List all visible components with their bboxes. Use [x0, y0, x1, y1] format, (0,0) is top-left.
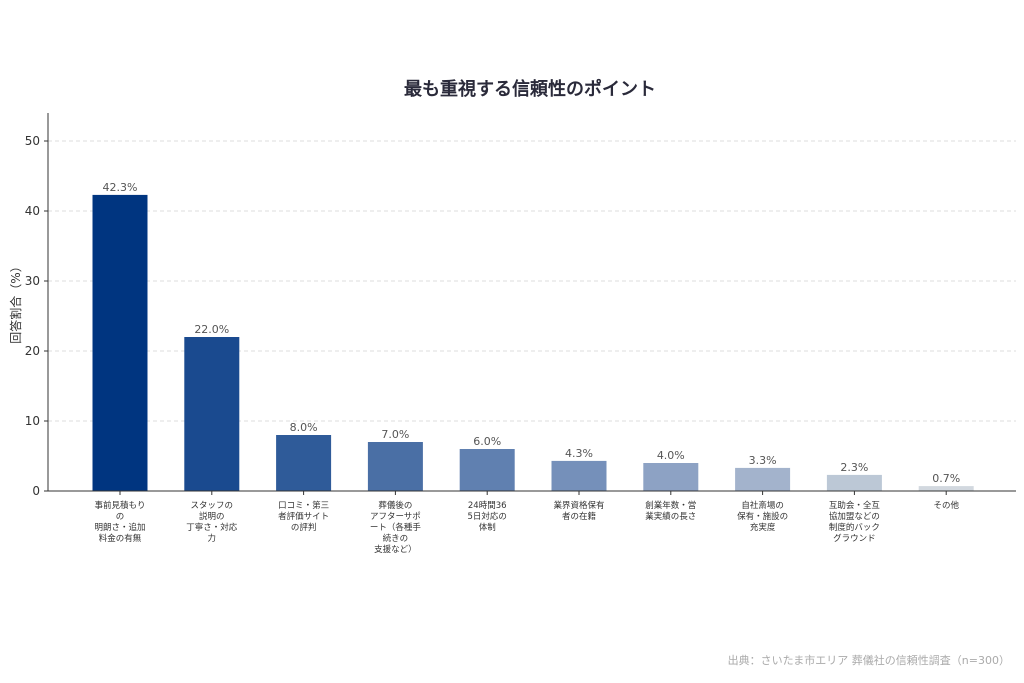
category-label: 口コミ・第三者評価サイトの評判: [278, 500, 329, 533]
category-label-line: 創業年数・営: [645, 500, 696, 511]
category-label-line: 丁寧さ・対応: [186, 522, 238, 533]
category-label-line: 説明の: [199, 511, 225, 522]
category-label: 業界資格保有者の在籍: [553, 500, 604, 522]
category-label-line: 協加盟などの: [829, 511, 880, 522]
value-label: 3.3%: [749, 454, 777, 467]
category-label-line: 24時間36: [468, 501, 507, 511]
y-axis-label: 回答割合（%）: [8, 260, 23, 343]
category-label-line: 者の在籍: [562, 511, 596, 522]
category-label-line: 互助会・全互: [829, 500, 881, 511]
category-label-line: 力: [208, 533, 217, 544]
category-label-line: グラウンド: [833, 533, 876, 544]
bar: [551, 460, 607, 491]
value-label: 22.0%: [194, 323, 229, 336]
category-label-line: スタッフの: [191, 501, 234, 511]
y-tick-label: 30: [25, 274, 40, 288]
category-labels: 事前見積もりの明朗さ・追加料金の有無スタッフの説明の丁寧さ・対応力口コミ・第三者…: [94, 491, 959, 555]
value-label: 0.7%: [932, 472, 960, 485]
bar: [735, 467, 791, 491]
category-label: 24時間36 5日対応の体制: [467, 501, 506, 533]
category-label-line: 制度的バック: [829, 522, 880, 533]
category-label-line: 体制: [479, 522, 496, 533]
chart-title: 最も重視する信頼性のポイント: [404, 78, 656, 100]
category-label-line: 5日対応の: [467, 511, 506, 522]
bar: [92, 194, 148, 491]
category-label-line: 明朗さ・追加: [94, 522, 145, 533]
y-tick-label: 0: [32, 484, 40, 498]
value-label: 8.0%: [290, 421, 318, 434]
category-label-line: の: [116, 512, 125, 522]
category-label-line: その他: [933, 500, 959, 511]
category-label-line: 事前見積もり: [94, 500, 145, 511]
category-label: その他: [933, 500, 959, 511]
category-label-line: 口コミ・第三: [278, 500, 329, 511]
category-label-line: の評判: [291, 522, 317, 533]
value-label: 42.3%: [103, 181, 138, 194]
y-tick-label: 40: [25, 204, 40, 218]
y-tick-label: 20: [25, 344, 40, 358]
category-label: 互助会・全互協加盟などの制度的バックグラウンド: [829, 500, 881, 544]
category-label: 自社斎場の保有・施設の充実度: [737, 500, 788, 533]
category-label-line: アフターサポ: [370, 512, 421, 522]
value-label: 2.3%: [840, 461, 868, 474]
value-labels: 42.3% 22.0% 8.0% 7.0% 6.0% 4.3% 4.0% 3.3% 2.3% 0.…: [103, 181, 961, 485]
value-label: 7.0%: [381, 428, 409, 441]
bar: [276, 435, 332, 491]
category-label-line: ート（各種手: [370, 522, 422, 533]
category-label-line: 続きの: [383, 533, 409, 544]
category-label-line: 充実度: [750, 522, 776, 533]
category-label-line: 葬儀後の: [378, 500, 412, 511]
bar: [184, 337, 240, 491]
bar: [367, 442, 423, 491]
source-note: 出典：さいたま市エリア 葬儀社の信頼性調査（n=300）: [728, 653, 1010, 667]
category-label-line: 自社斎場の: [741, 500, 784, 511]
category-label-line: 料金の有無: [99, 533, 142, 544]
y-ticks: 0 10 20 30 40 50: [25, 134, 48, 498]
category-label-line: 業界資格保有: [553, 500, 604, 511]
bar: [643, 463, 699, 491]
bars: [92, 194, 974, 491]
y-tick-label: 50: [25, 134, 40, 148]
value-label: 4.0%: [657, 449, 685, 462]
category-label: 葬儀後のアフターサポート（各種手続きの支援など）: [370, 500, 422, 555]
bar: [826, 474, 882, 491]
bar: [459, 449, 515, 491]
category-label-line: 支援など）: [374, 544, 417, 555]
value-label: 6.0%: [473, 435, 501, 448]
category-label-line: 業実績の長さ: [645, 511, 696, 522]
category-label: スタッフの説明の丁寧さ・対応力: [186, 501, 238, 544]
category-label: 創業年数・営業実績の長さ: [645, 500, 696, 522]
category-label-line: 保有・施設の: [737, 511, 788, 522]
y-tick-label: 10: [25, 414, 40, 428]
category-label: 事前見積もりの明朗さ・追加料金の有無: [94, 500, 145, 544]
value-label: 4.3%: [565, 447, 593, 460]
category-label-line: 者評価サイト: [278, 511, 329, 522]
bar: [918, 486, 974, 491]
